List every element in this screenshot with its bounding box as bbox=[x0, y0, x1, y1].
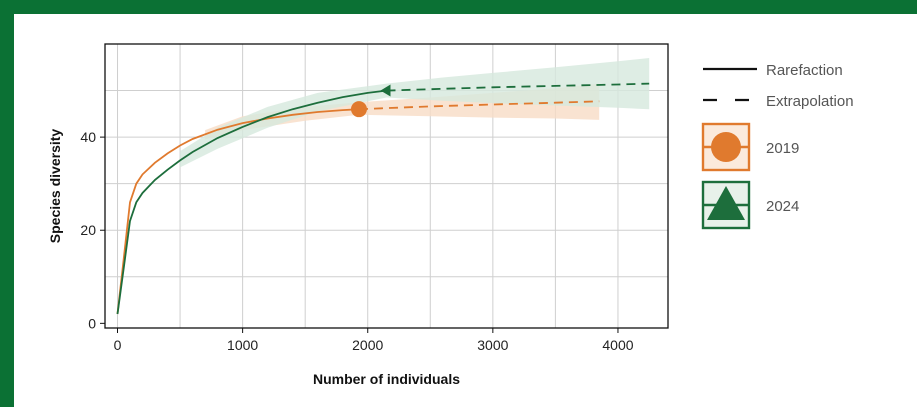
chart-canvas: 0 1000 2000 3000 4000 0 20 40 Number of individu… bbox=[47, 43, 854, 387]
reference-point-2024 bbox=[380, 84, 391, 97]
plot-border bbox=[104, 43, 669, 329]
rarefaction-line-2024 bbox=[116, 89, 387, 315]
legend-label-solid: Rarefaction bbox=[766, 62, 843, 79]
legend-label-dashed: Extrapolation bbox=[766, 93, 854, 110]
y-tick-label: 0 bbox=[88, 315, 96, 331]
x-tick-label: 4000 bbox=[602, 337, 633, 353]
confidence-band-layer bbox=[180, 58, 650, 168]
y-tick-label: 40 bbox=[80, 129, 96, 145]
marker-layer bbox=[350, 84, 391, 118]
x-axis-title: Number of individuals bbox=[313, 371, 460, 387]
axis-layer: 0 1000 2000 3000 4000 0 20 40 Number of individu… bbox=[47, 43, 669, 387]
reference-point-2019 bbox=[350, 101, 367, 118]
extrapolation-line-2019 bbox=[358, 100, 600, 111]
legend: Rarefaction Extrapolation 2019 2024 bbox=[701, 62, 854, 230]
y-tick-label: 20 bbox=[80, 222, 96, 238]
legend-triangle-marker bbox=[707, 186, 745, 220]
x-tick-label: 2000 bbox=[352, 337, 383, 353]
legend-label-2024: 2024 bbox=[766, 198, 799, 215]
x-tick-label: 3000 bbox=[477, 337, 508, 353]
y-axis-title: Species diversity bbox=[47, 129, 63, 244]
band-2024 bbox=[180, 58, 650, 168]
curve-layer bbox=[116, 82, 650, 315]
extrapolation-line-2024 bbox=[386, 82, 650, 92]
legend-label-2019: 2019 bbox=[766, 140, 799, 157]
x-tick-label: 1000 bbox=[227, 337, 258, 353]
legend-circle-marker bbox=[711, 132, 741, 162]
chart-panel: 0 1000 2000 3000 4000 0 20 40 Number of individu… bbox=[14, 14, 917, 407]
x-tick-label: 0 bbox=[114, 337, 122, 353]
rarefaction-line-2019 bbox=[116, 108, 360, 315]
